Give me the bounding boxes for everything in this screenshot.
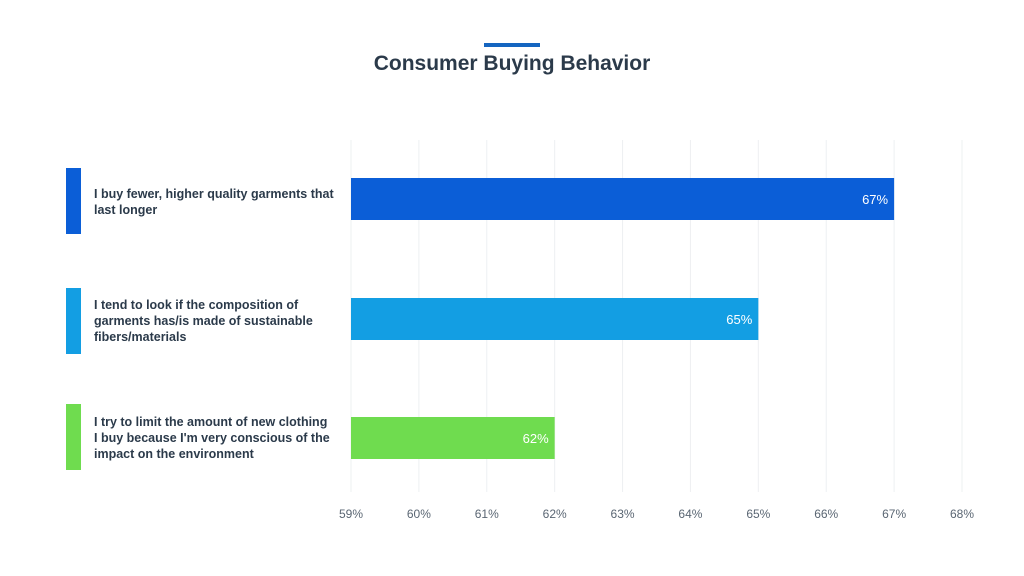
chart-title: Consumer Buying Behavior — [373, 52, 651, 75]
legend-text-3: I try to limit the amount of new clothin… — [94, 415, 330, 461]
legend-swatch-3 — [66, 404, 81, 470]
x-axis-ticks: 59% 60% 61% 62% 63% 64% 65% 66% 67% 68% — [339, 507, 974, 521]
x-tick-label: 59% — [339, 507, 363, 521]
title-accent-bar — [484, 43, 540, 47]
x-tick-label: 66% — [814, 507, 838, 521]
bar-1 — [351, 178, 895, 220]
bar-value-label-3: 62% — [523, 431, 549, 446]
x-tick-label: 60% — [407, 507, 431, 521]
legend-swatch-1 — [66, 168, 81, 234]
legend-text-2: I tend to look if the composition of gar… — [94, 298, 313, 344]
bars — [351, 178, 895, 459]
x-tick-label: 68% — [950, 507, 974, 521]
bar-value-label-2: 65% — [726, 312, 752, 327]
x-tick-label: 63% — [611, 507, 635, 521]
bar-value-label-1: 67% — [862, 192, 888, 207]
bar-labels: 67% 65% 62% — [523, 192, 889, 446]
x-tick-label: 65% — [746, 507, 770, 521]
x-tick-label: 64% — [678, 507, 702, 521]
x-tick-label: 67% — [882, 507, 906, 521]
bar-3 — [351, 417, 555, 459]
bar-2 — [351, 298, 759, 340]
legend-text-1: I buy fewer, higher quality garments tha… — [94, 187, 334, 217]
x-tick-label: 61% — [475, 507, 499, 521]
legend-swatch-2 — [66, 288, 81, 354]
x-tick-label: 62% — [543, 507, 567, 521]
